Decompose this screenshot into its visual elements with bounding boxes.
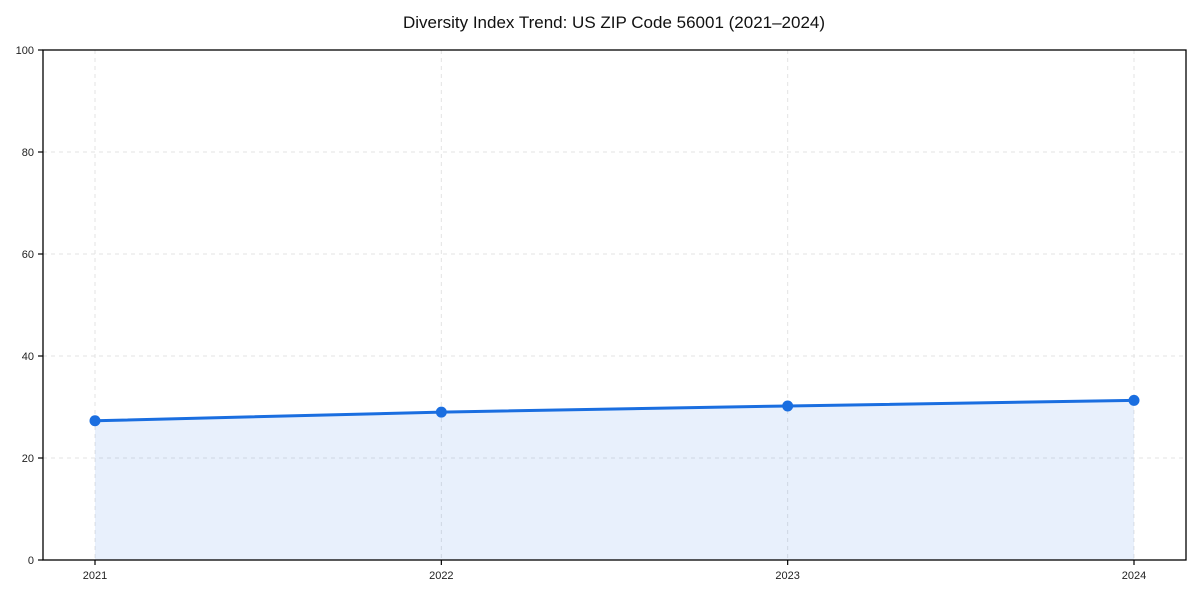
plot-border [42,49,1187,561]
y-tick-label: 60 [22,249,34,261]
y-tick-label: 100 [16,45,34,57]
data-point-2022 [435,406,447,418]
y-tick-label: 0 [28,555,34,567]
data-point-2024 [1128,394,1140,406]
y-tick-label: 40 [22,351,34,363]
data-point-2021 [89,415,101,427]
data-point-2023 [782,400,794,412]
y-tick-label: 20 [22,453,34,465]
data-points-layer [89,394,1140,427]
axes-layer [42,49,1187,561]
y-tick-label: 80 [22,147,34,159]
x-tick-label: 2021 [83,570,107,582]
tick-labels-layer: 0 20 40 60 80 100 2021 2022 2023 2024 [16,45,1147,582]
series-line [93,398,1136,423]
x-tick-label: 2022 [429,570,453,582]
series-area-fill [95,400,1134,560]
area-fill-layer [95,400,1134,560]
chart-title: Diversity Index Trend: US ZIP Code 56001… [403,13,825,32]
x-tick-label: 2024 [1122,570,1146,582]
data-line-layer [93,398,1136,423]
x-tick-label: 2023 [775,570,799,582]
